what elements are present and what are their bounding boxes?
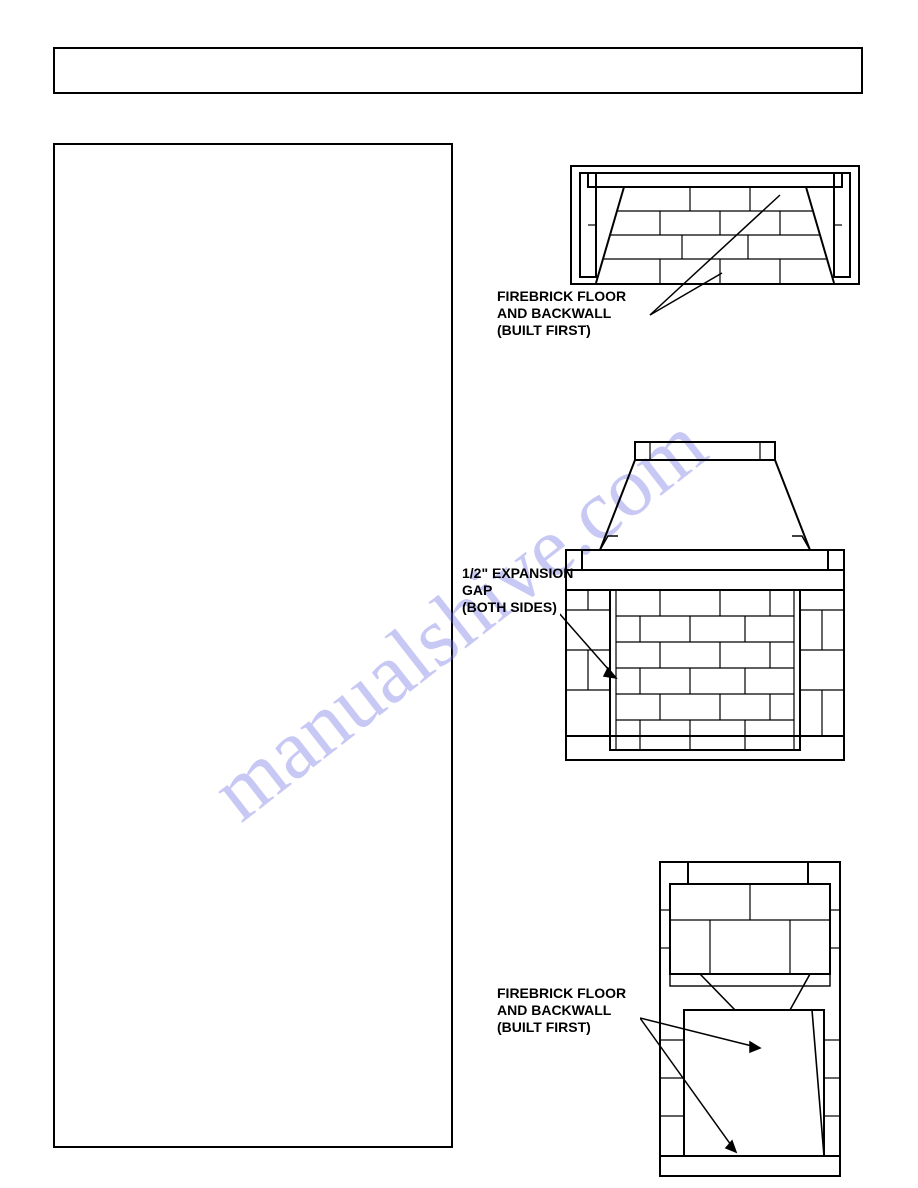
figure-2-label: 1/2" EXPANSION GAP (BOTH SIDES) [462,565,573,615]
figure-3-side [640,860,860,1180]
figure-1-label: FIREBRICK FLOOR AND BACKWALL (BUILT FIRS… [497,288,626,338]
header-box [53,47,863,94]
figure-2-front [560,440,850,765]
left-text-column-box [53,143,453,1148]
page: manualshive.com [0,0,918,1188]
figure-3-label: FIREBRICK FLOOR AND BACKWALL (BUILT FIRS… [497,985,626,1035]
